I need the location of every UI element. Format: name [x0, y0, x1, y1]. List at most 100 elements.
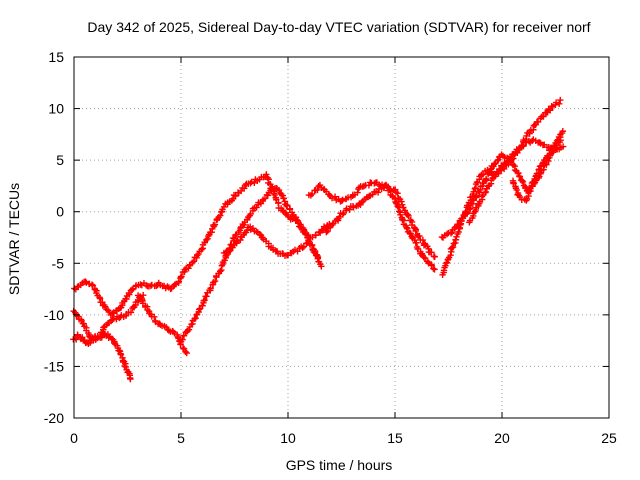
- data-point: [431, 253, 438, 260]
- data-point: [270, 190, 277, 197]
- data-point: [164, 283, 171, 290]
- series-arc-2: [70, 330, 134, 383]
- data-point: [175, 278, 183, 285]
- series-arc-6: [220, 223, 321, 260]
- series-arc-12: [466, 136, 567, 226]
- data-point: [314, 186, 321, 194]
- series-arc-8: [323, 181, 438, 273]
- x-tick-label: 5: [177, 430, 185, 446]
- data-point: [394, 203, 401, 210]
- data-point: [494, 157, 501, 164]
- axis-ticks: [73, 56, 610, 419]
- data-point: [318, 263, 325, 270]
- data-point: [243, 227, 251, 234]
- data-point: [455, 228, 462, 236]
- data-point: [286, 206, 294, 213]
- data-point: [199, 302, 206, 310]
- data-point: [515, 169, 522, 177]
- data-point: [481, 189, 489, 196]
- data-point: [323, 228, 330, 236]
- data-point: [318, 227, 325, 234]
- data-point: [459, 215, 467, 222]
- series-arc-9: [439, 96, 564, 279]
- data-point: [553, 137, 561, 145]
- data-point: [313, 251, 320, 258]
- data-point: [431, 266, 438, 273]
- data-point: [449, 243, 457, 251]
- data-point: [308, 242, 316, 249]
- data-point: [428, 262, 435, 269]
- data-point: [216, 268, 224, 275]
- data-point: [331, 193, 339, 200]
- y-tick-label: 10: [48, 101, 64, 117]
- y-tick-label: -5: [52, 255, 65, 271]
- data-point: [482, 175, 490, 182]
- data-point: [520, 142, 527, 150]
- y-tick-label: -20: [44, 410, 64, 426]
- data-point: [312, 231, 320, 239]
- data-point: [79, 334, 86, 341]
- data-point: [314, 252, 321, 260]
- data-point: [512, 149, 519, 157]
- data-point: [467, 204, 474, 212]
- data-point: [253, 228, 260, 235]
- data-point: [555, 100, 563, 108]
- data-point: [137, 281, 144, 288]
- data-point: [121, 362, 128, 370]
- grid-lines: [74, 57, 609, 418]
- data-point: [534, 118, 542, 126]
- series-arc-1: [71, 171, 325, 319]
- data-point: [404, 211, 411, 218]
- data-point: [486, 169, 493, 177]
- data-point: [182, 348, 189, 355]
- data-point: [535, 166, 542, 174]
- x-tick-label: 25: [601, 430, 617, 446]
- data-point: [299, 244, 306, 252]
- data-points: [70, 96, 567, 383]
- data-point: [89, 282, 97, 289]
- data-point: [536, 139, 543, 146]
- data-point: [192, 315, 199, 322]
- x-axis-label: GPS time / hours: [286, 457, 393, 473]
- y-tick-label: 5: [56, 152, 64, 168]
- data-point: [343, 205, 350, 212]
- data-point: [354, 189, 361, 196]
- data-point: [109, 310, 116, 317]
- data-point: [469, 200, 476, 208]
- y-tick-label: -10: [44, 307, 64, 323]
- data-point: [195, 306, 203, 313]
- data-point: [367, 179, 374, 186]
- data-point: [513, 186, 520, 194]
- data-point: [217, 212, 224, 219]
- data-point: [198, 246, 205, 253]
- data-point: [503, 158, 511, 166]
- y-tick-labels: -20 -15 -10 -5 0 5 10 15: [44, 49, 64, 426]
- series-arc-4: [134, 292, 190, 357]
- series-arc-3: [70, 291, 147, 344]
- data-point: [430, 265, 437, 272]
- plot-frame: [73, 56, 610, 419]
- data-point: [339, 196, 346, 204]
- y-axis-label: SDTVAR / TECUs: [6, 183, 22, 295]
- data-point: [230, 235, 238, 242]
- data-point: [129, 286, 136, 293]
- data-point: [240, 185, 248, 192]
- data-point: [559, 143, 567, 150]
- data-point: [264, 192, 272, 199]
- data-point: [280, 195, 287, 202]
- data-point: [346, 206, 353, 213]
- data-point: [453, 233, 460, 241]
- data-point: [416, 232, 423, 240]
- data-point: [516, 172, 523, 180]
- y-tick-label: -15: [44, 358, 64, 374]
- data-point: [491, 161, 498, 168]
- data-point: [99, 330, 106, 337]
- data-point: [127, 309, 135, 316]
- x-tick-label: 20: [494, 430, 510, 446]
- data-point: [256, 230, 263, 238]
- data-point: [190, 258, 198, 265]
- data-point: [519, 178, 527, 186]
- data-point: [211, 277, 219, 285]
- data-point: [338, 197, 345, 205]
- data-point: [473, 192, 480, 199]
